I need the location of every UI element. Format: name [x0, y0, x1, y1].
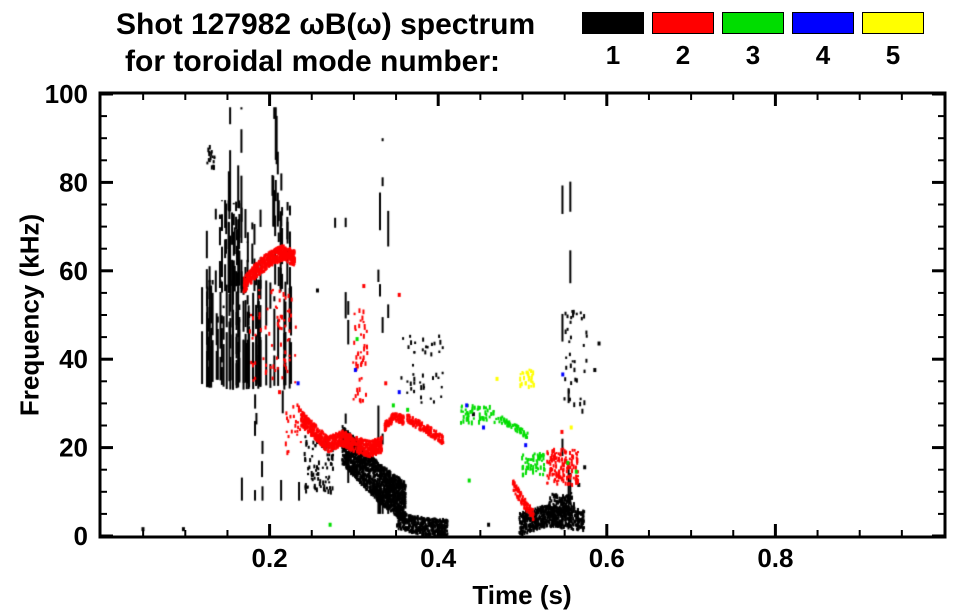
legend-swatch-2 [652, 12, 714, 34]
legend-item-4: 4 [788, 12, 858, 68]
spectrogram-canvas [101, 94, 944, 536]
x-tick-label: 0.2 [252, 543, 288, 573]
legend-swatch-4 [792, 12, 854, 34]
x-axis-label: Time (s) [472, 580, 572, 610]
legend-label-4: 4 [815, 40, 831, 70]
chart-title: Shot 127982 ωB(ω) spectrum [116, 8, 536, 41]
legend-item-1: 1 [578, 12, 648, 68]
y-tick-label: 100 [45, 79, 88, 109]
x-tick-label: 0.4 [420, 543, 457, 573]
legend-item-5: 5 [858, 12, 928, 68]
legend-label-1: 1 [605, 40, 621, 70]
legend-label-5: 5 [885, 40, 901, 70]
y-tick-label: 20 [59, 433, 88, 463]
mode-legend: 1 2 3 4 5 [578, 12, 928, 68]
x-tick-label: 0.8 [757, 543, 793, 573]
legend-item-2: 2 [648, 12, 718, 68]
y-tick-label: 80 [59, 167, 88, 197]
legend-swatch-1 [582, 12, 644, 34]
legend-swatch-3 [722, 12, 784, 34]
chart-subtitle: for toroidal mode number: [125, 45, 500, 78]
x-tick-label: 0.6 [589, 543, 625, 573]
y-tick-label: 60 [59, 256, 88, 286]
y-tick-label: 40 [59, 344, 88, 374]
legend-label-2: 2 [675, 40, 691, 70]
legend-swatch-5 [862, 12, 924, 34]
legend-item-3: 3 [718, 12, 788, 68]
y-axis-label: Frequency (kHz) [14, 213, 45, 417]
legend-label-3: 3 [745, 40, 761, 70]
y-tick-label: 0 [74, 521, 88, 551]
